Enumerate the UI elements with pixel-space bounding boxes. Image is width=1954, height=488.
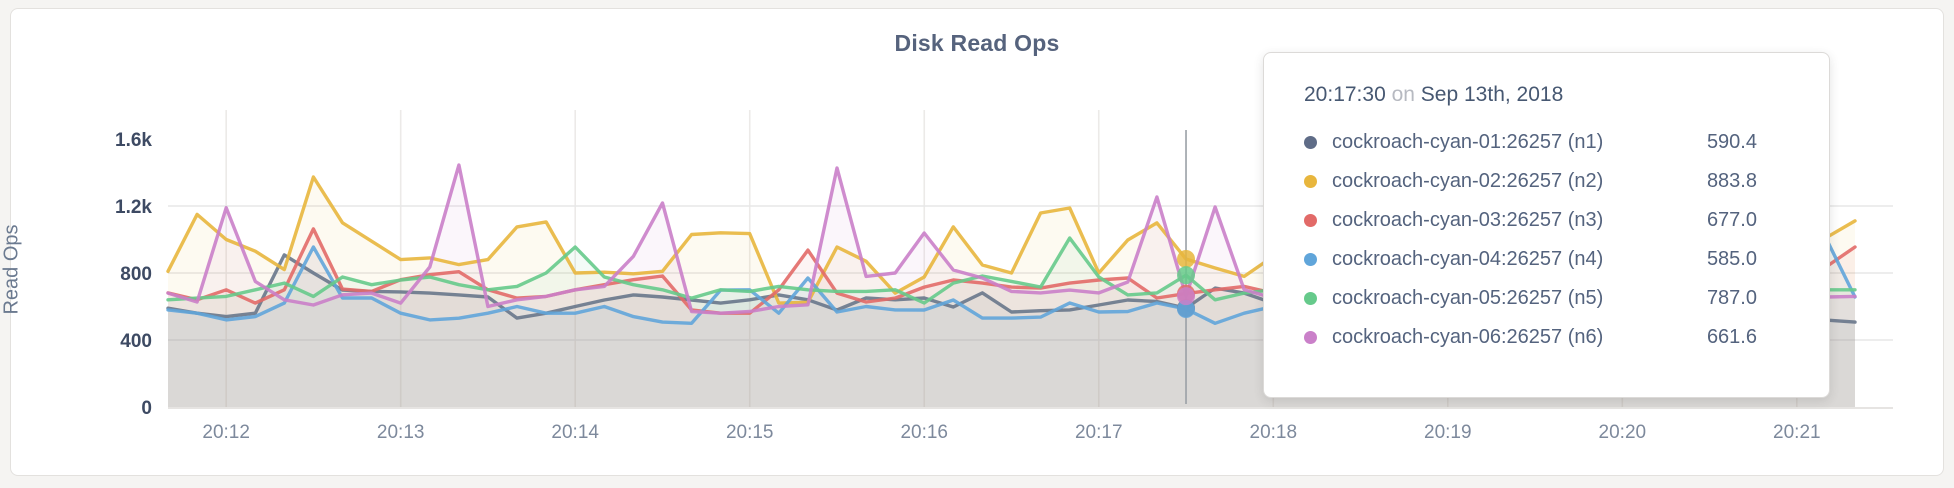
y-tick-label: 1.6k <box>115 130 152 151</box>
tooltip-series-label: cockroach-cyan-05:26257 (n5) <box>1332 287 1604 309</box>
tooltip-series-value: 585.0 <box>1706 248 1757 270</box>
tooltip-series-value: 661.6 <box>1706 326 1757 348</box>
tooltip-series-value: 787.0 <box>1706 287 1757 309</box>
tooltip-series-label: cockroach-cyan-03:26257 (n3) <box>1332 209 1604 231</box>
x-tick-label: 20:20 <box>1599 422 1647 443</box>
tooltip-series-label: cockroach-cyan-04:26257 (n4) <box>1332 248 1604 270</box>
hover-dot <box>1177 287 1196 306</box>
series-dot-icon <box>1304 175 1317 188</box>
x-tick-label: 20:16 <box>900 422 948 443</box>
tooltip-row: cockroach-cyan-05:26257 (n5) 787.0 <box>1304 279 1799 318</box>
series-dot-icon <box>1304 292 1317 305</box>
hover-dot <box>1177 266 1196 285</box>
y-tick-label: 1.2k <box>115 197 152 218</box>
x-tick-label: 20:17 <box>1075 422 1123 443</box>
hover-tooltip: 20:17:30 on Sep 13th, 2018 cockroach-cya… <box>1263 52 1830 398</box>
tooltip-row: cockroach-cyan-04:26257 (n4) 585.0 <box>1304 240 1799 279</box>
x-tick-label: 20:12 <box>202 422 250 443</box>
tooltip-on-word: on <box>1391 83 1415 106</box>
hover-dots <box>1177 249 1196 319</box>
series-dot-icon <box>1304 136 1317 149</box>
y-tick-label: 800 <box>120 264 152 285</box>
tooltip-row: cockroach-cyan-03:26257 (n3) 677.0 <box>1304 201 1799 240</box>
y-axis-ticks: 0 400 800 1.2k 1.6k <box>115 130 152 419</box>
x-tick-label: 20:21 <box>1773 422 1821 443</box>
tooltip-series-label: cockroach-cyan-01:26257 (n1) <box>1332 131 1604 153</box>
x-tick-label: 20:13 <box>377 422 425 443</box>
tooltip-rows: cockroach-cyan-01:26257 (n1) 590.4 cockroa… <box>1304 123 1799 357</box>
chart-title: Disk Read Ops <box>894 30 1060 56</box>
series-dot-icon <box>1304 253 1317 266</box>
tooltip-series-value: 590.4 <box>1706 131 1757 153</box>
tooltip-series-value: 677.0 <box>1706 209 1757 231</box>
tooltip-time: 20:17:30 <box>1304 83 1386 106</box>
x-tick-label: 20:15 <box>726 422 774 443</box>
y-tick-label: 400 <box>120 331 152 352</box>
tooltip-header: 20:17:30 on Sep 13th, 2018 <box>1304 83 1799 107</box>
x-tick-label: 20:14 <box>551 422 599 443</box>
tooltip-date: Sep 13th, 2018 <box>1420 83 1564 106</box>
tooltip-row: cockroach-cyan-06:26257 (n6) 661.6 <box>1304 318 1799 357</box>
hover-dot <box>1177 249 1196 268</box>
series-dot-icon <box>1304 331 1317 344</box>
tooltip-series-label: cockroach-cyan-06:26257 (n6) <box>1332 326 1604 348</box>
x-tick-label: 20:19 <box>1424 422 1472 443</box>
tooltip-series-value: 883.8 <box>1706 170 1757 192</box>
x-axis-ticks: 20:12 20:13 20:14 20:15 20:16 20:17 20:18 20:19… <box>202 422 1820 443</box>
tooltip-series-label: cockroach-cyan-02:26257 (n2) <box>1332 170 1604 192</box>
series-dot-icon <box>1304 214 1317 227</box>
hover-dot <box>1177 300 1196 319</box>
tooltip-row: cockroach-cyan-01:26257 (n1) 590.4 <box>1304 123 1799 162</box>
x-tick-label: 20:18 <box>1250 422 1298 443</box>
y-tick-label: 0 <box>141 398 152 419</box>
tooltip-row: cockroach-cyan-02:26257 (n2) 883.8 <box>1304 162 1799 201</box>
